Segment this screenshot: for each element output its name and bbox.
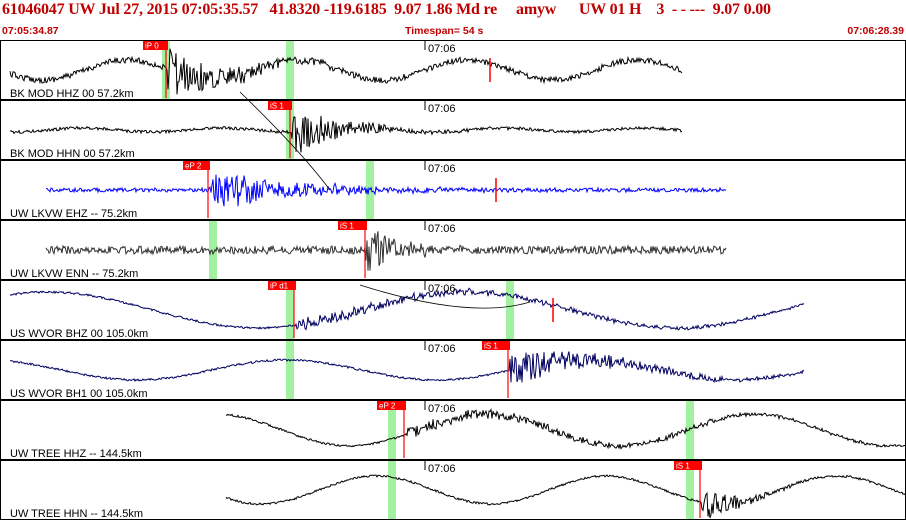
event-title: 61046047 UW Jul 27, 2015 07:05:35.57 41.… [2,1,771,18]
seismogram-trace [9,115,683,153]
trace-panel[interactable]: iS 1 07:06 UW LKVW ENN -- 75.2km [0,220,906,281]
pick-flag[interactable] [268,281,296,290]
trace-panel[interactable]: iS 1 07:06 UW TREE HHN -- 144.5km [0,460,906,520]
seismogram-trace [45,174,727,207]
theoretical-arrival-marker [388,401,396,459]
theoretical-arrival-marker [686,401,694,459]
seismogram-trace [9,287,805,331]
pick-flag[interactable] [377,401,406,410]
pick-flag-label: iS 1 [270,102,284,111]
minute-label: 07:06 [428,463,456,475]
minute-label: 07:06 [428,403,456,415]
channel-label: US WVOR BH1 00 105.0km [10,388,148,400]
pick-flag-label: eP 2 [185,162,202,171]
seismogram-trace [9,48,683,95]
trace-panel[interactable]: iP d1 07:06 US WVOR BHZ 00 105.0km [0,280,906,341]
trace-panel[interactable]: eP 2 07:06 UW TREE HHZ -- 144.5km [0,400,906,461]
channel-label: US WVOR BHZ 00 105.0km [10,328,148,340]
pick-flag[interactable] [268,101,292,110]
theoretical-arrival-marker [286,341,294,399]
channel-label: BK MOD HHN 00 57.2km [10,148,135,160]
pick-flag-label: iS 1 [676,462,690,471]
theoretical-arrival-marker [286,41,294,99]
theoretical-arrival-marker [286,281,294,339]
seismogram-trace [225,474,906,519]
channel-label: UW TREE HHZ -- 144.5km [10,448,142,460]
pick-flag[interactable] [338,221,367,230]
pick-flag[interactable] [674,461,702,470]
header: 61046047 UW Jul 27, 2015 07:05:35.57 41.… [0,0,906,40]
seismogram-trace [45,231,727,271]
minute-label: 07:06 [428,223,456,235]
minute-label: 07:06 [428,43,456,55]
pick-flag-label: iP d1 [270,282,289,291]
pick-flag[interactable] [183,161,210,170]
timespan: Timespan= 54 s [405,25,484,37]
trace-area[interactable]: iP 0 07:06 BK MOD HHZ 00 57.2km iS 1 07:06 BK… [0,40,906,520]
theoretical-arrival-marker [686,461,694,519]
pick-flag-label: eP 2 [379,402,396,411]
pick-flag[interactable] [482,341,510,350]
trace-panel[interactable]: eP 2 07:06 UW LKVW EHZ -- 75.2km [0,160,906,221]
channel-label: UW TREE HHN -- 144.5km [10,508,143,520]
trace-panel[interactable]: iP 0 07:06 BK MOD HHZ 00 57.2km [0,40,906,101]
theoretical-arrival-marker [388,461,396,519]
pick-flag-label: iP 0 [145,42,159,51]
seismogram-trace [9,351,805,384]
channel-label: BK MOD HHZ 00 57.2km [10,88,133,100]
start-time: 07:05:34.87 [2,25,59,37]
end-time: 07:06:28.39 [847,25,904,37]
trace-panel[interactable]: iS 1 07:06 US WVOR BH1 00 105.0km [0,340,906,401]
channel-label: UW LKVW EHZ -- 75.2km [10,208,137,220]
travel-time-curve [239,91,331,191]
channel-label: UW LKVW ENN -- 75.2km [10,268,138,280]
minute-label: 07:06 [428,283,456,295]
minute-label: 07:06 [428,163,456,175]
pick-flag-label: iS 1 [340,222,354,231]
trace-panel[interactable]: iS 1 07:06 BK MOD HHN 00 57.2km [0,100,906,161]
pick-flag[interactable] [143,41,168,50]
theoretical-arrival-marker [209,221,217,279]
minute-label: 07:06 [428,343,456,355]
minute-label: 07:06 [428,103,456,115]
pick-flag-label: iS 1 [484,342,498,351]
travel-time-curve [359,284,531,309]
seismogram-trace [226,407,906,450]
theoretical-arrival-marker [506,281,514,339]
